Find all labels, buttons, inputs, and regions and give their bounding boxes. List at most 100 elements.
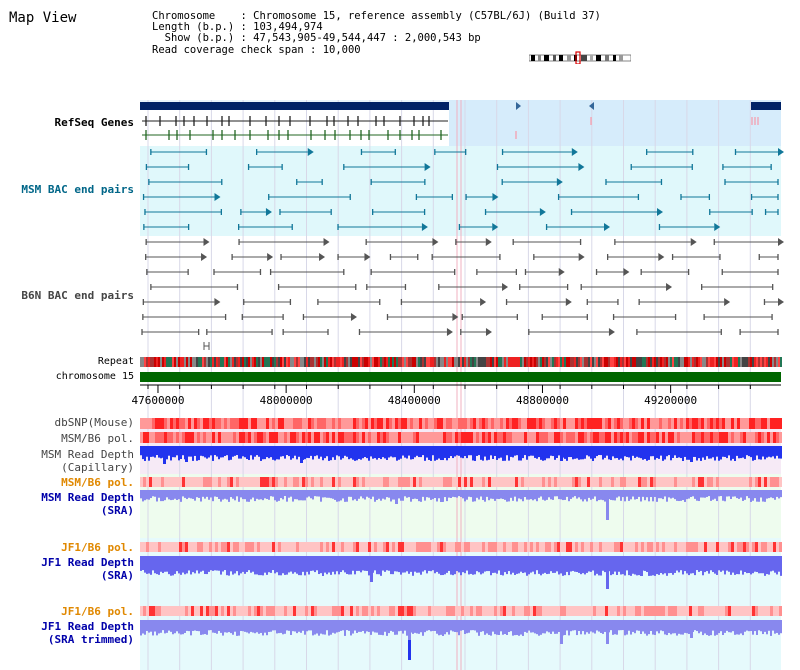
read-depth-bar: [254, 490, 256, 502]
refseq-gene-bar[interactable]: [140, 102, 449, 110]
gene-strand-arrow[interactable]: [516, 102, 521, 110]
bac-end-arrow[interactable]: [432, 238, 439, 246]
bac-end-arrow[interactable]: [578, 253, 585, 261]
bac-end-arrow[interactable]: [657, 208, 664, 216]
jf1-read-depth-sra-sub[interactable]: (SRA): [100, 569, 134, 582]
bac-end-arrow[interactable]: [452, 313, 459, 321]
read-depth-bar: [446, 490, 448, 502]
gene-strand-arrow[interactable]: [589, 102, 594, 110]
repeat-segment: [350, 357, 352, 367]
heat-cell: [569, 418, 572, 429]
bac-end-arrow[interactable]: [778, 298, 784, 306]
bac-end-arrow[interactable]: [323, 238, 330, 246]
bac-end-arrow[interactable]: [778, 238, 784, 246]
heat-cell: [596, 418, 599, 429]
bac-end-arrow[interactable]: [201, 253, 208, 261]
msm-bac-end-pairs-label[interactable]: MSM BAC end pairs: [21, 183, 134, 196]
repeat-segment: [158, 357, 160, 367]
bac-end-arrow[interactable]: [319, 253, 326, 261]
bac-end-arrow[interactable]: [267, 253, 274, 261]
b6n-bac-end-pairs-label[interactable]: B6N BAC end pairs: [21, 289, 134, 302]
bac-end-arrow[interactable]: [203, 238, 210, 246]
read-depth-bar: [242, 490, 244, 500]
bac-end-arrow[interactable]: [778, 148, 784, 156]
read-depth-bar: [488, 446, 490, 460]
heat-cell: [740, 542, 743, 552]
bac-end-arrow[interactable]: [364, 253, 371, 261]
bac-end-arrow[interactable]: [214, 298, 221, 306]
bac-end-arrow[interactable]: [556, 178, 563, 186]
heat-cell: [743, 542, 746, 552]
heat-cell: [740, 606, 743, 616]
bac-end-arrow[interactable]: [578, 163, 585, 171]
read-depth-bar: [718, 490, 720, 497]
bac-end-arrow[interactable]: [421, 223, 428, 231]
read-depth-bar: [666, 556, 668, 576]
bac-end-arrow[interactable]: [571, 148, 578, 156]
heat-cell: [296, 418, 299, 429]
bac-end-arrow[interactable]: [714, 223, 721, 231]
bac-end-arrow[interactable]: [265, 208, 272, 216]
bac-end-arrow[interactable]: [480, 298, 487, 306]
read-depth-bar: [624, 620, 626, 636]
heat-cell: [716, 418, 719, 429]
jf1-read-depth-trimmed-sub[interactable]: (SRA trimmed): [47, 633, 134, 646]
refseq-genes-link[interactable]: RefSeq Genes: [54, 116, 134, 129]
heat-cell: [323, 606, 326, 616]
msm-b6-pol-label-2[interactable]: MSM/B6 pol.: [61, 476, 134, 489]
jf1-read-depth-trimmed-label[interactable]: JF1 Read Depth: [41, 620, 134, 633]
chromosome-ideogram[interactable]: [529, 51, 631, 64]
bac-end-arrow[interactable]: [214, 193, 221, 201]
bac-end-arrow[interactable]: [492, 223, 499, 231]
read-depth-bar: [152, 556, 154, 571]
heat-cell: [164, 477, 167, 487]
track-features[interactable]: [140, 102, 784, 660]
read-depth-bar: [774, 556, 776, 573]
bac-end-arrow[interactable]: [658, 253, 665, 261]
bac-end-arrow[interactable]: [608, 328, 615, 336]
refseq-gene-bar[interactable]: [751, 102, 781, 110]
bac-end-arrow[interactable]: [558, 268, 565, 276]
bac-end-arrow[interactable]: [623, 268, 630, 276]
bac-end-arrow[interactable]: [604, 223, 611, 231]
bac-end-arrow[interactable]: [485, 328, 492, 336]
bac-end-arrow[interactable]: [502, 283, 509, 291]
chromosome-bar[interactable]: [140, 372, 781, 382]
read-depth-bar: [368, 620, 370, 632]
bac-end-arrow[interactable]: [307, 148, 314, 156]
bac-end-arrow[interactable]: [690, 238, 697, 246]
bac-end-arrow[interactable]: [565, 298, 572, 306]
heat-cell: [536, 432, 539, 443]
read-depth-bar: [776, 490, 778, 497]
jf1-b6-pol-label-1[interactable]: JF1/B6 pol.: [61, 541, 134, 554]
heat-cell: [614, 432, 617, 443]
bac-end-arrow[interactable]: [424, 163, 431, 171]
msm-read-depth-sra-label[interactable]: MSM Read Depth: [41, 491, 134, 504]
read-depth-bar: [216, 446, 218, 457]
bac-end-arrow[interactable]: [446, 328, 453, 336]
repeat-segment: [776, 357, 778, 367]
read-depth-bar: [524, 446, 526, 456]
msm-read-depth-sra-sub[interactable]: (SRA): [100, 504, 134, 517]
read-depth-bar: [680, 490, 682, 501]
read-depth-bar: [334, 556, 336, 575]
bac-end-arrow[interactable]: [539, 208, 546, 216]
heat-cell: [728, 542, 731, 552]
heat-cell: [167, 542, 170, 552]
read-depth-bar: [584, 446, 586, 459]
bac-end-arrow[interactable]: [492, 193, 499, 201]
heat-cell: [551, 477, 554, 487]
bac-end-arrow[interactable]: [666, 283, 673, 291]
read-depth-bar: [566, 446, 568, 461]
jf1-b6-pol-label-2[interactable]: JF1/B6 pol.: [61, 605, 134, 618]
heat-cell: [536, 606, 539, 616]
bac-end-arrow[interactable]: [724, 298, 731, 306]
bac-end-arrow[interactable]: [350, 313, 357, 321]
repeat-segment: [438, 357, 440, 367]
jf1-read-depth-sra-label[interactable]: JF1 Read Depth: [41, 556, 134, 569]
bac-end-arrow[interactable]: [485, 238, 492, 246]
heat-cell: [419, 432, 422, 443]
read-depth-bar: [710, 556, 712, 571]
repeat-segment: [604, 357, 606, 367]
